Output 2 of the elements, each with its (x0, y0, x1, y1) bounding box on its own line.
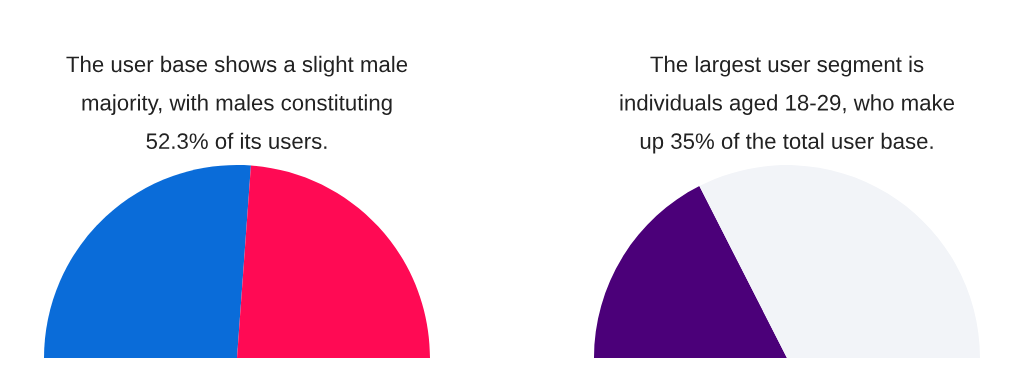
chart-title: The user base shows a slight male majority, with males constituting 52.3% of its users. (66, 55, 408, 150)
chart-title: The largest user segment is individuals aged 18-29, who make up 35% of the total user base. (620, 55, 955, 154)
